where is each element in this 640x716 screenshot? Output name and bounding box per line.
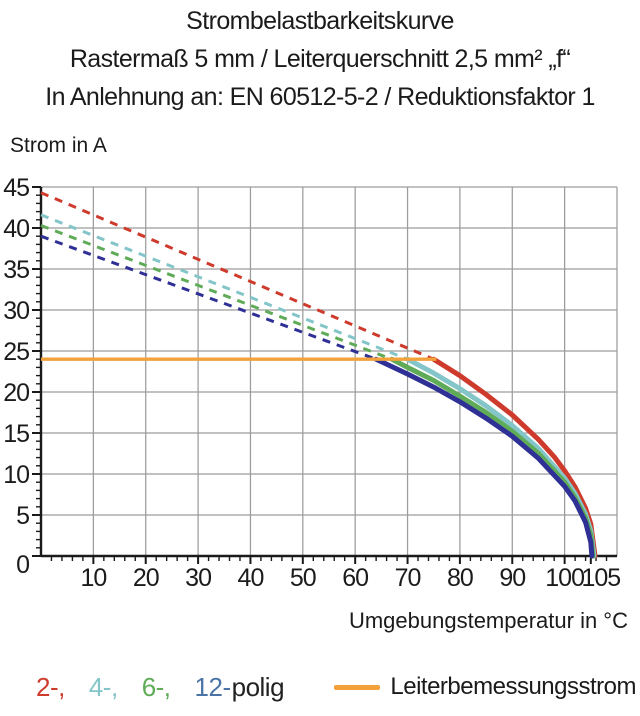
- x-tick-label: 90: [499, 564, 525, 592]
- curve-solid-6-polig: [389, 356, 596, 559]
- y-tick-label: 5: [16, 502, 29, 530]
- y-axis-title: Strom in A: [10, 134, 107, 157]
- y-tick-label: 20: [3, 379, 29, 407]
- curve-dashed-2-polig: [40, 191, 435, 361]
- x-tick-label: 20: [133, 564, 159, 592]
- x-tick-label: 30: [185, 564, 211, 592]
- reference-line-swatch: [334, 684, 381, 690]
- y-tick-label: 35: [3, 256, 29, 284]
- curve-solid-12-polig: [373, 356, 595, 559]
- curves: [40, 191, 598, 559]
- poles-suffix-label: polig: [231, 671, 285, 702]
- pole-legend-item: 6-,: [141, 671, 171, 702]
- title-line-3: In Anlehnung an: EN 60512-5-2 / Reduktio…: [45, 83, 595, 111]
- x-tick-label: 40: [238, 564, 264, 592]
- x-tick-label: 105: [581, 564, 620, 592]
- curve-dashed-6-polig: [40, 224, 393, 361]
- y-tick-label: 30: [3, 297, 29, 325]
- poles-legend: 2-, 4-, 6-, 12- polig: [36, 671, 285, 703]
- minor-ticks: [36, 194, 608, 561]
- major-ticks: [32, 186, 592, 564]
- y-tick-label: 25: [3, 338, 29, 366]
- chart-title-block: Strombelastbarkeitskurve Rastermaß 5 mm …: [0, 2, 640, 116]
- title-line-2: Rastermaß 5 mm / Leiterquerschnitt 2,5 m…: [69, 45, 571, 73]
- y-tick-label: 0: [16, 551, 29, 579]
- legend: 2-, 4-, 6-, 12- polig Leiterbemessungsstrom: [36, 664, 636, 710]
- reference-legend: Leiterbemessungsstrom: [334, 673, 636, 701]
- x-axis-title: Umgebungstemperatur in °C: [349, 608, 628, 633]
- y-tick-label: 40: [3, 215, 29, 243]
- curve-dashed-12-polig: [40, 234, 377, 361]
- x-tick-label: 80: [447, 564, 473, 592]
- y-tick-label: 15: [3, 420, 29, 448]
- y-tick-label: 45: [3, 174, 29, 202]
- x-tick-label: 60: [342, 564, 368, 592]
- y-tick-label: 10: [3, 461, 29, 489]
- reference-line-label: Leiterbemessungsstrom: [390, 673, 636, 700]
- curve-dashed-4-polig: [40, 213, 409, 361]
- x-tick-label: 70: [395, 564, 421, 592]
- grid: [41, 186, 618, 556]
- x-tick-label: 50: [290, 564, 316, 592]
- axes: [39, 187, 617, 558]
- y-tick-labels: 0 5 10 15 20 25 30 35 40 45: [3, 174, 30, 579]
- pole-legend-item: 4-,: [88, 671, 118, 702]
- x-tick-label: 10: [80, 564, 106, 592]
- pole-legend-item: 12-: [194, 671, 232, 702]
- x-tick-label: 100: [545, 564, 584, 592]
- pole-legend-item: 2-,: [36, 671, 65, 702]
- title-line-1: Strombelastbarkeitskurve: [186, 7, 454, 35]
